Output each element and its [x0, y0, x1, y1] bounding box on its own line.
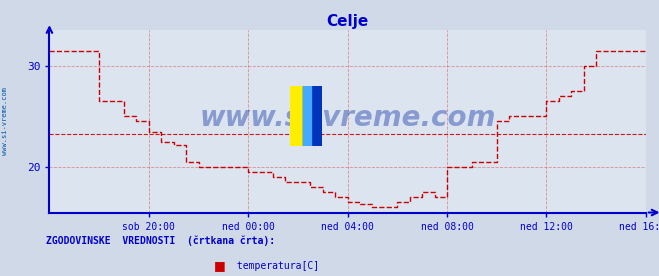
Polygon shape — [302, 86, 322, 146]
Text: www.si-vreme.com: www.si-vreme.com — [2, 87, 9, 155]
Text: ZGODOVINSKE  VREDNOSTI  (črtkana črta):: ZGODOVINSKE VREDNOSTI (črtkana črta): — [46, 236, 275, 246]
Bar — [290, 86, 306, 146]
Text: www.si-vreme.com: www.si-vreme.com — [200, 104, 496, 132]
Text: ■: ■ — [214, 259, 226, 272]
Title: Celje: Celje — [326, 14, 369, 29]
Text: temperatura[C]: temperatura[C] — [231, 261, 319, 270]
Polygon shape — [302, 86, 310, 146]
